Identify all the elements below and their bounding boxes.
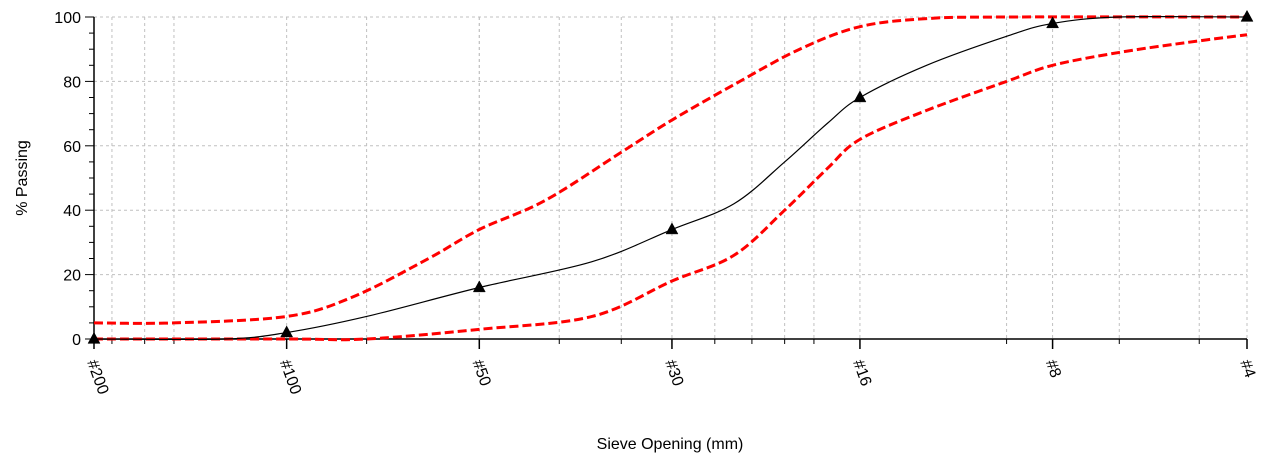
x-axis-title: Sieve Opening (mm) [597,436,744,453]
y-tick-label: 0 [72,332,81,349]
y-axis-ticks: 0 20 40 60 80 100 [54,10,94,349]
gradation-marker [1240,9,1254,22]
x-tick-label: #4 [1236,358,1258,381]
gradation-marker [1046,16,1060,29]
marker-layer [87,9,1254,344]
gradation-marker [665,222,679,235]
x-tick-label: #200 [83,358,111,397]
gradation-marker [472,280,486,293]
y-tick-label: 20 [63,268,81,285]
y-tick-label: 80 [63,74,81,91]
series-layer [93,15,1248,342]
x-tick-label: #50 [469,358,494,389]
lower-limit-curve [94,33,1248,342]
y-tick-label: 40 [63,203,81,220]
axes [93,17,1247,340]
x-axis-ticks: #200 #100 #50 #30 #16 #8 #4 [83,339,1258,397]
gradation-marker [853,90,867,103]
x-tick-label: #16 [849,358,874,389]
x-tick-label: #30 [661,358,686,389]
x-tick-label: #8 [1042,358,1064,381]
x-tick-label: #100 [276,358,304,397]
gradation-marker [87,331,101,344]
y-axis-title: % Passing [14,140,31,216]
upper-limit-curve [93,15,1248,325]
y-tick-label: 100 [54,10,81,27]
gradation-marker [280,325,294,338]
y-tick-label: 60 [63,139,81,156]
gradation-curve [93,15,1248,341]
minor-gridlines [111,17,1200,339]
major-gridlines [93,16,1248,340]
